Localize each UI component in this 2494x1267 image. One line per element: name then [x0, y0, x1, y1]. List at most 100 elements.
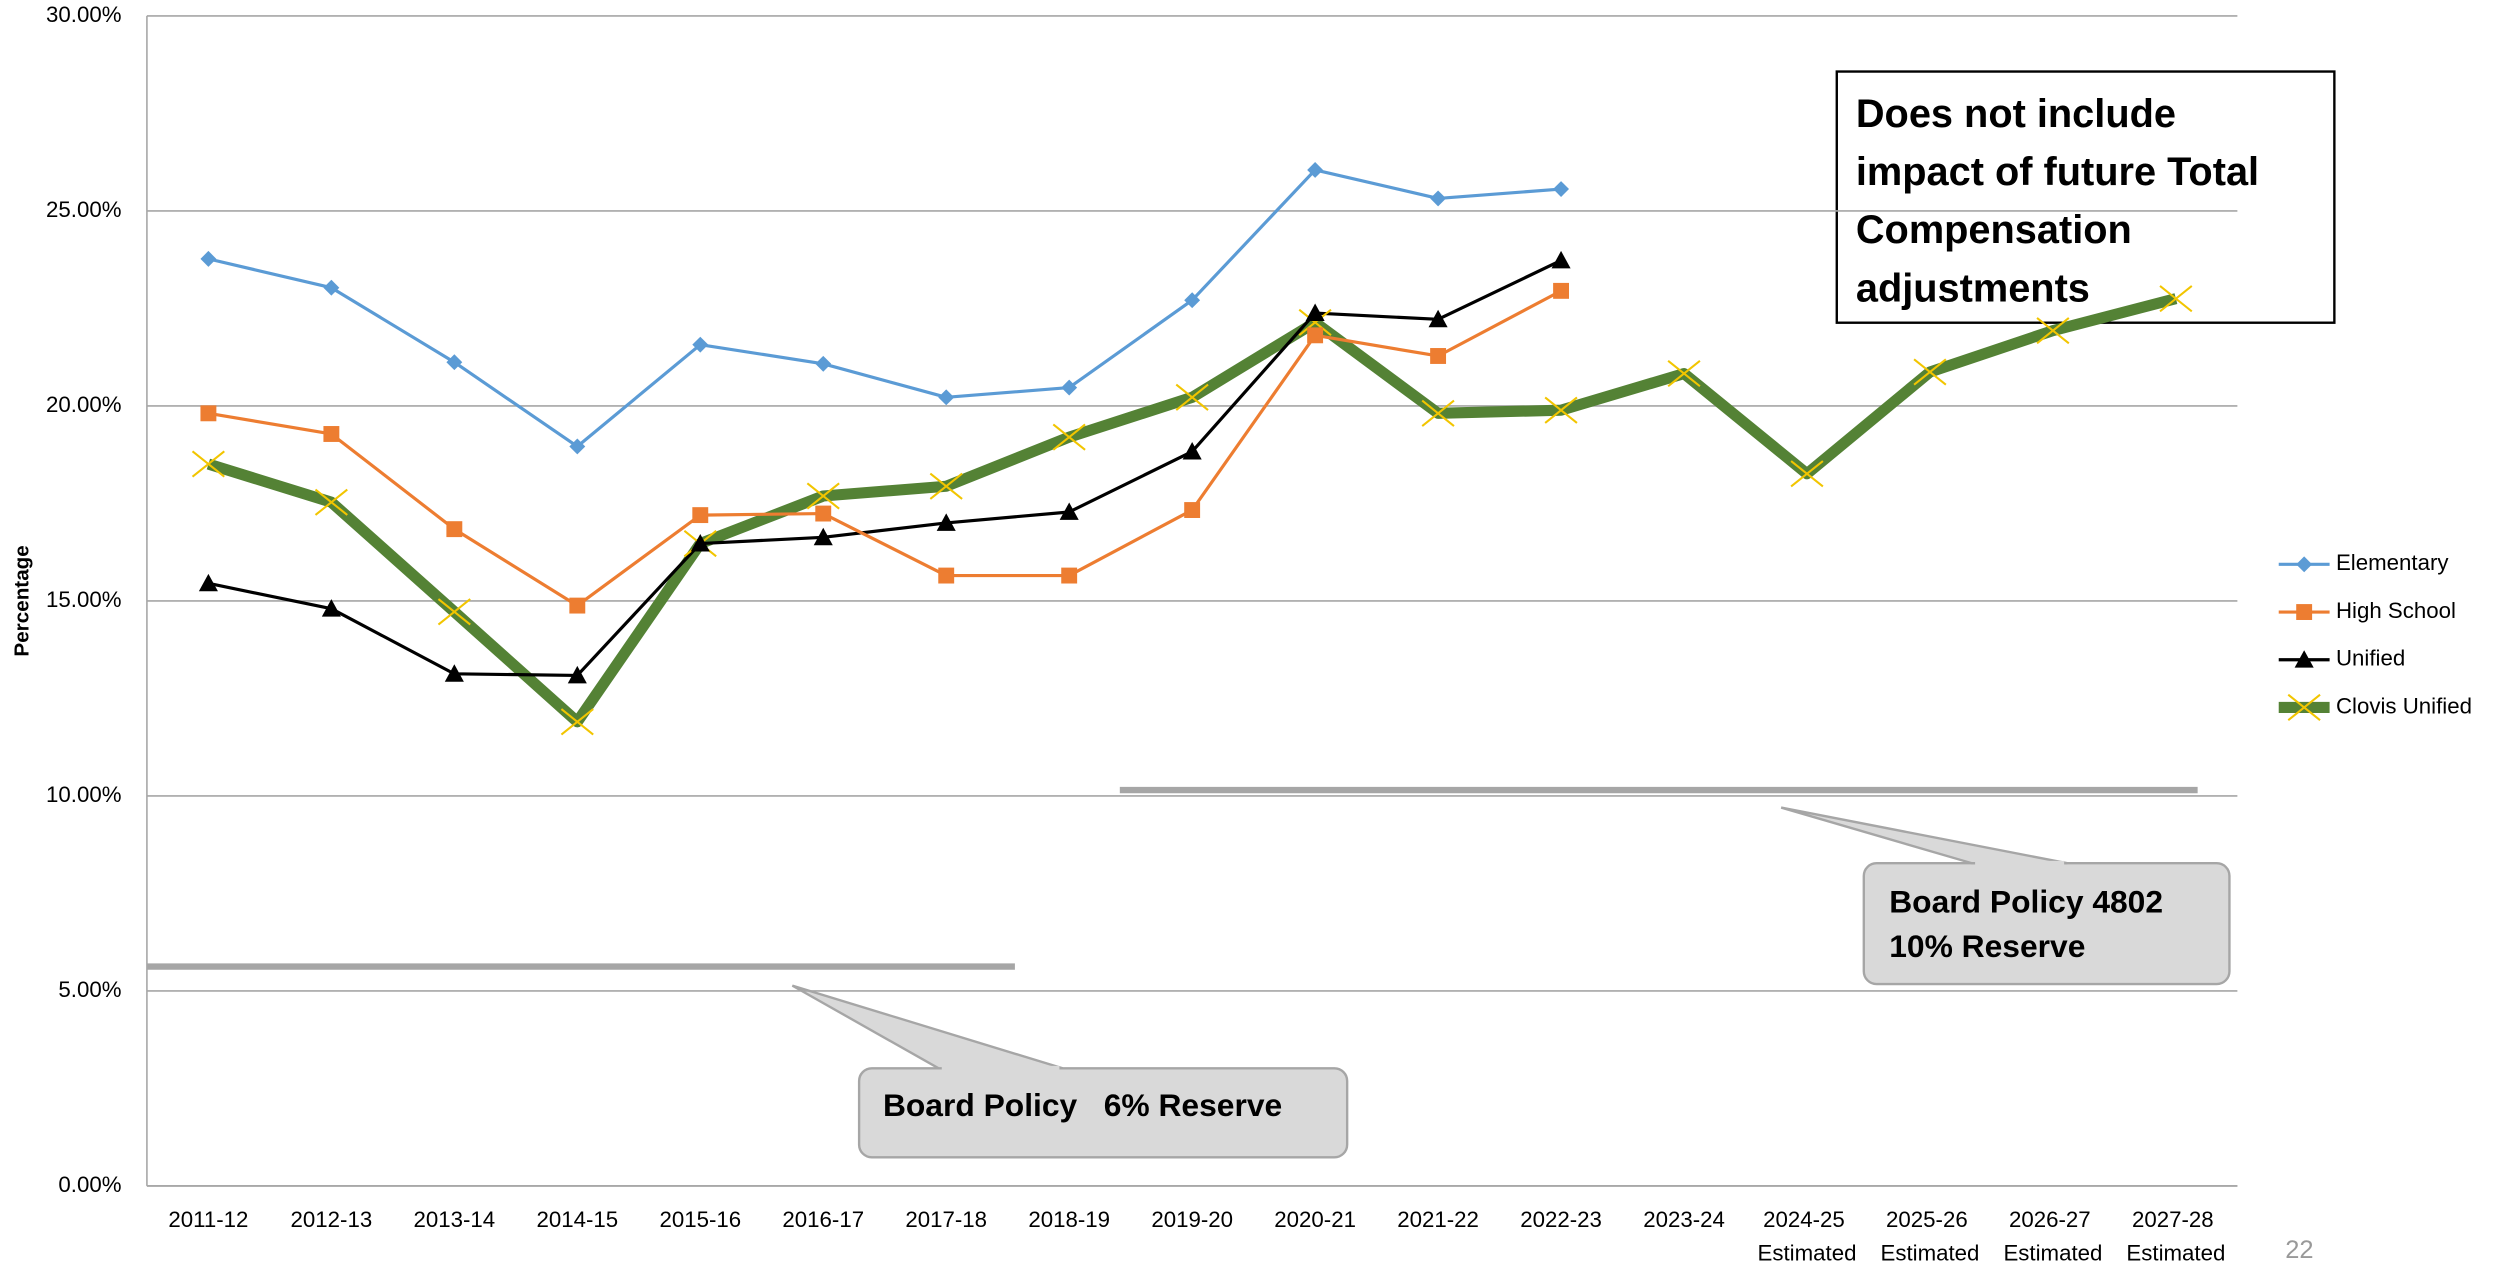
marker	[1061, 567, 1078, 584]
marker	[200, 250, 217, 267]
legend-item: Elementary	[2278, 550, 2449, 575]
y-tick-label: 20.00%	[46, 392, 121, 417]
legend-label: Clovis Unified	[2336, 693, 2472, 718]
marker	[938, 389, 955, 406]
marker	[1430, 348, 1447, 364]
marker	[1175, 383, 1209, 411]
callout-box	[1862, 862, 2231, 986]
marker	[2036, 317, 2070, 345]
marker	[2296, 556, 2313, 573]
marker	[936, 513, 956, 531]
y-axis-label: Percentage	[10, 545, 33, 656]
marker	[1430, 190, 1447, 207]
y-tick-label: 5.00%	[58, 977, 121, 1002]
marker	[815, 355, 832, 372]
marker	[1553, 181, 1570, 198]
marker	[1305, 303, 1325, 322]
x-tick-label: 2016-17	[782, 1207, 864, 1232]
marker	[1667, 360, 1701, 388]
marker	[1544, 396, 1578, 424]
x-tick-label: 2017-18	[905, 1207, 987, 1232]
marker	[929, 472, 963, 500]
callout-pointer	[1780, 806, 2068, 865]
marker	[1551, 250, 1571, 269]
series-line	[208, 258, 1562, 677]
marker	[569, 597, 586, 614]
x-tick-label: 2027-28 Estimated	[2126, 1207, 2225, 1265]
marker	[191, 450, 225, 478]
legend-item: Unified	[2278, 646, 2405, 671]
legend-label: Elementary	[2336, 550, 2449, 575]
x-tick-label: 2021-22	[1397, 1207, 1479, 1232]
x-tick-label: 2019-20	[1151, 1207, 1233, 1232]
y-tick-label: 25.00%	[46, 197, 121, 222]
marker	[321, 599, 341, 617]
marker	[1553, 282, 1570, 299]
marker	[560, 708, 594, 736]
series-line	[208, 289, 1562, 608]
marker	[2287, 693, 2321, 721]
x-tick-label: 2018-19	[1028, 1207, 1110, 1232]
callout-pointer	[791, 984, 1063, 1070]
marker	[437, 598, 471, 626]
marker	[806, 482, 840, 510]
note-text: impact of future Total	[1856, 150, 2259, 194]
x-tick-label: 2024-25 Estimated	[1758, 1207, 1857, 1265]
legend-item: Clovis Unified	[2278, 693, 2472, 721]
y-tick-label: 0.00%	[58, 1172, 121, 1197]
marker	[1790, 460, 1824, 488]
marker	[690, 534, 710, 552]
x-tick-label: 2025-26 Estimated	[1880, 1207, 1979, 1265]
y-tick-label: 30.00%	[46, 2, 121, 27]
x-tick-label: 2014-15	[536, 1207, 618, 1232]
marker	[569, 438, 586, 455]
marker	[314, 488, 348, 516]
marker	[567, 665, 587, 684]
marker	[813, 527, 833, 546]
marker	[200, 405, 217, 422]
marker	[444, 664, 464, 682]
x-tick-label: 2023-24	[1643, 1207, 1725, 1232]
marker	[692, 507, 709, 524]
marker	[2296, 604, 2313, 620]
marker	[2294, 650, 2314, 668]
legend-item: High School	[2278, 598, 2456, 623]
callout-text: 10% Reserve	[1889, 928, 2085, 964]
marker	[1184, 292, 1201, 309]
marker	[1059, 502, 1079, 520]
marker	[446, 521, 463, 538]
callout: Board Policy 6% Reserve	[791, 984, 1349, 1159]
series-line	[208, 168, 1562, 449]
marker	[1307, 162, 1324, 178]
legend-label: Unified	[2336, 646, 2405, 671]
x-tick-label: 2015-16	[659, 1207, 741, 1232]
x-tick-label: 2020-21	[1274, 1207, 1356, 1232]
note-text: Compensation	[1856, 208, 2132, 252]
marker	[938, 567, 955, 584]
marker	[1421, 399, 1455, 427]
x-tick-label: 2012-13	[291, 1207, 373, 1232]
y-tick-label: 15.00%	[46, 587, 121, 612]
marker	[323, 279, 340, 296]
marker	[1913, 358, 1947, 386]
callout-text: Board Policy 6% Reserve	[883, 1087, 1282, 1123]
x-tick-label: 2013-14	[414, 1207, 496, 1232]
marker	[1298, 308, 1332, 336]
marker	[2159, 285, 2193, 313]
x-tick-label: 2022-23	[1520, 1207, 1602, 1232]
y-tick-label: 10.00%	[46, 782, 121, 807]
note-text: Does not include	[1856, 92, 2176, 136]
marker	[1052, 423, 1086, 451]
callout: Board Policy 4802 10% Reserve	[1780, 806, 2231, 986]
x-tick-label: 2026-27 Estimated	[2003, 1207, 2102, 1265]
marker	[1428, 309, 1448, 328]
callout-box	[857, 1067, 1349, 1159]
note-text: adjustments	[1856, 266, 2090, 310]
marker	[692, 336, 709, 353]
x-tick-label: 2011-12	[168, 1207, 248, 1232]
marker	[815, 505, 832, 522]
marker	[1307, 327, 1324, 344]
legend-label: High School	[2336, 598, 2456, 623]
page-number: 22	[2285, 1236, 2313, 1264]
